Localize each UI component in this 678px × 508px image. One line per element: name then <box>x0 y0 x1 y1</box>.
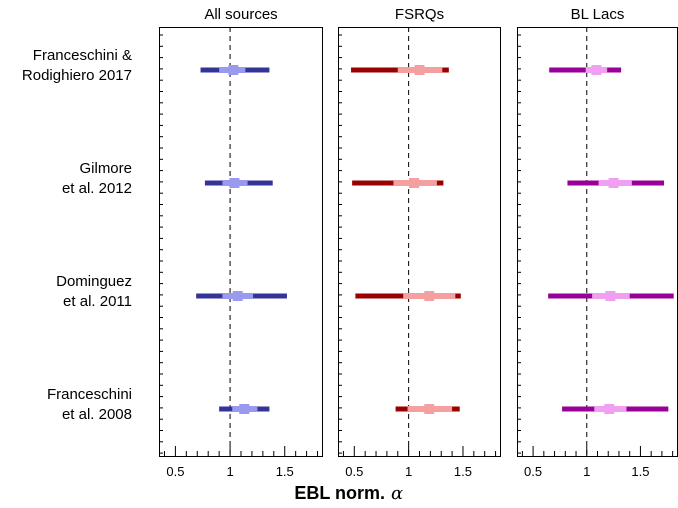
x-tick-label: 0.5 <box>524 464 542 479</box>
point-estimate <box>591 65 602 75</box>
panel-title: BL Lacs <box>571 6 625 23</box>
x-tick-label: 1 <box>405 464 412 479</box>
row-label-line: et al. 2011 <box>63 293 132 310</box>
panel-title: All sources <box>204 6 277 23</box>
panel-0: All sources 0.5 1 1.5 <box>159 6 323 479</box>
row-label-line: et al. 2008 <box>62 406 132 423</box>
x-tick-label: 1.5 <box>631 464 649 479</box>
point-estimate <box>229 178 240 188</box>
x-tick-label: 0.5 <box>345 464 363 479</box>
panel-title: FSRQs <box>395 6 444 23</box>
x-axis-title: EBL norm. <box>294 483 385 503</box>
point-estimate <box>239 404 250 414</box>
row-label-line: Dominguez <box>56 273 132 290</box>
point-estimate <box>414 65 425 75</box>
point-estimate <box>232 291 243 301</box>
x-tick-label: 1 <box>226 464 233 479</box>
row-label: Franceschini et al. 2008 <box>47 386 132 423</box>
row-labels: Franceschini & Rodighiero 2017 Gilmore et a… <box>22 47 132 423</box>
point-estimate <box>409 178 420 188</box>
x-tick-label: 1.5 <box>276 464 294 479</box>
row-label-line: Franceschini <box>47 386 132 403</box>
point-estimate <box>605 291 616 301</box>
row-label-line: Franceschini & <box>33 47 132 64</box>
panel-2: BL Lacs 0.5 1 1.5 <box>517 6 678 479</box>
panel-frame <box>338 27 501 457</box>
x-axis-symbol: α <box>391 483 403 504</box>
point-estimate <box>424 404 435 414</box>
panel-frame <box>517 27 678 457</box>
point-estimate <box>228 65 239 75</box>
point-estimate <box>608 178 619 188</box>
panel-frame <box>159 27 323 457</box>
point-estimate <box>424 291 435 301</box>
panels: All sources 0.5 1 1.5 FSRQs 0.5 1 1.5 BL Lacs 0.5… <box>159 6 678 479</box>
x-tick-label: 1.5 <box>454 464 472 479</box>
row-label: Gilmore et al. 2012 <box>62 160 132 197</box>
row-label: Dominguez et al. 2011 <box>56 273 132 310</box>
row-label-line: Rodighiero 2017 <box>22 67 132 84</box>
x-tick-label: 0.5 <box>166 464 184 479</box>
row-label-line: Gilmore <box>79 160 132 177</box>
point-estimate <box>604 404 615 414</box>
row-label-line: et al. 2012 <box>62 180 132 197</box>
row-label: Franceschini & Rodighiero 2017 <box>22 47 132 84</box>
x-tick-label: 1 <box>583 464 590 479</box>
panel-1: FSRQs 0.5 1 1.5 <box>338 6 501 479</box>
